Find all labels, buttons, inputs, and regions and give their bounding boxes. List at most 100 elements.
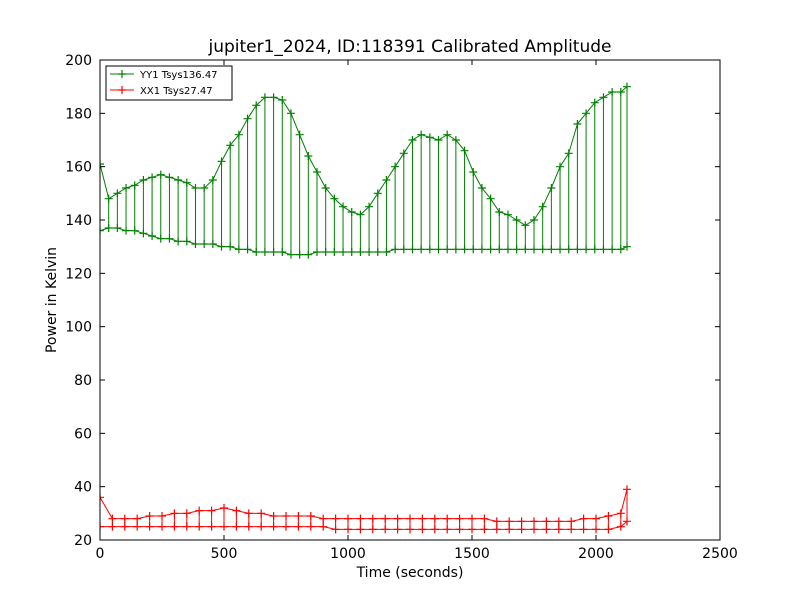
x-tick-label: 2500	[702, 546, 738, 562]
x-tick-label: 1000	[330, 546, 366, 562]
series-0-marker	[425, 133, 434, 142]
series-0-marker	[382, 176, 391, 184]
series-0-marker	[304, 250, 313, 259]
series-0-marker	[234, 130, 243, 139]
series-1-marker	[294, 522, 303, 531]
series-0-marker	[556, 245, 565, 254]
plot-area	[100, 82, 631, 534]
y-tick-label: 180	[65, 106, 92, 122]
series-0-marker	[191, 240, 200, 248]
y-tick-label: 120	[65, 266, 92, 282]
series-1-marker	[480, 514, 489, 523]
series-0-marker	[130, 181, 139, 190]
series-0-marker	[373, 248, 382, 256]
series-0-marker	[208, 240, 217, 248]
series-1-marker	[418, 514, 427, 523]
series-0-marker	[521, 221, 530, 230]
series-1-marker	[418, 525, 427, 534]
series-0-high-trace	[100, 86, 628, 226]
series-1-marker	[517, 525, 526, 534]
series-0-marker	[477, 245, 486, 254]
series-0-marker	[100, 160, 104, 168]
series-0-marker	[530, 216, 538, 224]
series-0-marker	[399, 245, 408, 254]
series-0-marker	[477, 184, 486, 192]
series-1-marker	[381, 525, 390, 534]
series-0-marker	[252, 248, 261, 256]
series-1-marker	[282, 512, 290, 520]
series-0-marker	[443, 130, 452, 139]
series-0-marker	[408, 136, 417, 144]
x-tick-label: 1500	[454, 546, 490, 562]
series-1-marker	[331, 525, 340, 534]
series-0-marker	[113, 189, 122, 198]
series-1-marker	[567, 525, 576, 534]
series-0-marker	[200, 184, 209, 192]
series-0-marker	[165, 234, 174, 243]
series-1-marker	[567, 517, 576, 526]
series-1-marker	[269, 522, 278, 531]
series-0-marker	[469, 245, 478, 254]
series-1-marker	[616, 522, 625, 531]
series-0-marker	[417, 130, 426, 139]
series-0-marker	[408, 245, 417, 254]
series-0-marker	[295, 130, 304, 139]
series-1-marker	[368, 525, 377, 534]
series-1-marker	[158, 522, 166, 531]
series-0-marker	[313, 168, 321, 176]
series-0-marker	[278, 248, 287, 256]
series-1-marker	[505, 525, 514, 534]
series-1-marker	[455, 514, 464, 523]
series-1-marker	[269, 512, 278, 520]
series-1-marker	[319, 522, 328, 531]
series-1-marker	[294, 512, 303, 520]
series-1-marker	[368, 514, 377, 523]
series-1	[100, 485, 631, 534]
series-1-marker	[623, 485, 631, 494]
series-0-marker	[104, 194, 113, 203]
series-1-marker	[120, 522, 129, 531]
series-1-marker	[430, 525, 439, 534]
series-0-marker	[382, 248, 391, 256]
series-0-marker	[226, 141, 235, 150]
series-1-marker	[492, 525, 501, 534]
y-tick-label: 80	[74, 373, 92, 389]
series-0-marker	[608, 88, 617, 96]
series-0-marker	[443, 245, 452, 254]
series-0-marker	[339, 202, 348, 211]
series-0-marker	[286, 109, 295, 118]
y-tick-label: 100	[65, 320, 92, 336]
series-1-marker	[492, 517, 501, 526]
series-0-marker	[582, 109, 591, 118]
series-0-marker	[174, 237, 183, 246]
series-0-marker	[538, 202, 547, 211]
series-0-marker	[451, 245, 460, 254]
series-0-marker	[590, 245, 599, 254]
series-1-marker	[244, 509, 253, 518]
series-0-marker	[451, 136, 460, 144]
series-1-marker	[443, 514, 452, 523]
series-0-marker	[217, 157, 226, 166]
series-1-marker	[100, 522, 104, 531]
series-0-marker	[208, 176, 217, 184]
series-0-marker	[434, 136, 443, 144]
series-1-marker	[542, 525, 551, 534]
series-0-marker	[521, 245, 530, 254]
series-0-marker	[156, 170, 165, 179]
series-0-marker	[616, 245, 625, 254]
series-0-marker	[460, 146, 469, 155]
series-0-marker	[182, 237, 191, 246]
series-0-marker	[373, 189, 382, 198]
series-0-marker	[260, 248, 269, 256]
series-1-marker	[468, 525, 476, 534]
series-0-marker	[365, 248, 374, 256]
series-0-marker	[590, 98, 599, 107]
series-0-marker	[503, 210, 512, 219]
series-0-marker	[556, 162, 565, 171]
series-0-marker	[469, 168, 478, 176]
series-0-marker	[547, 184, 556, 192]
series-0-marker	[356, 210, 365, 219]
series-1-marker	[505, 517, 514, 526]
series-1-marker	[616, 509, 625, 518]
